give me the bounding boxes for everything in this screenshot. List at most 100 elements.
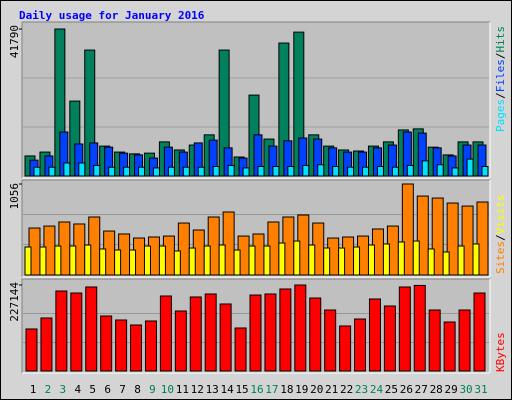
bar xyxy=(138,166,146,177)
bar xyxy=(144,320,157,372)
bar xyxy=(368,298,381,372)
bar xyxy=(347,166,355,177)
x-tick-label: 16 xyxy=(250,383,263,396)
x-tick-label: 26 xyxy=(400,383,413,396)
bar xyxy=(204,293,217,372)
x-tick-label: 31 xyxy=(474,383,487,396)
x-tick-label: 9 xyxy=(149,383,156,396)
bar xyxy=(294,284,307,372)
bar xyxy=(367,244,375,276)
bar xyxy=(93,164,101,177)
bar xyxy=(99,248,107,276)
bar xyxy=(248,245,256,276)
bar xyxy=(174,310,187,372)
bar xyxy=(108,166,116,177)
bar xyxy=(287,166,295,177)
bar xyxy=(466,158,474,177)
bar xyxy=(219,303,232,372)
bar xyxy=(69,245,77,276)
legend: Pages/Files/Hits xyxy=(494,26,507,132)
bar xyxy=(203,245,211,276)
bar xyxy=(24,246,32,276)
x-tick-label: 20 xyxy=(310,383,323,396)
bar xyxy=(272,166,280,177)
bar xyxy=(397,241,405,276)
legend: Sites/Visits xyxy=(494,195,507,275)
x-tick-label: 15 xyxy=(235,383,248,396)
bar xyxy=(376,166,384,177)
bar xyxy=(167,166,175,177)
bar xyxy=(323,247,331,276)
bar xyxy=(212,166,220,177)
bar xyxy=(428,309,441,372)
legend-separator: / xyxy=(494,234,507,241)
bar xyxy=(70,292,83,372)
bar xyxy=(382,243,390,276)
legend-entry: Sites xyxy=(494,241,507,274)
bar xyxy=(458,309,471,372)
bar xyxy=(354,318,367,372)
bar xyxy=(25,328,38,372)
bar xyxy=(461,205,474,276)
bar xyxy=(362,166,370,177)
bar xyxy=(263,245,271,276)
bar xyxy=(451,167,459,177)
bar xyxy=(78,162,86,177)
bar xyxy=(473,292,486,372)
bar xyxy=(158,245,166,276)
bar xyxy=(84,244,92,276)
x-tick-label: 18 xyxy=(280,383,293,396)
bar xyxy=(143,245,151,276)
bar xyxy=(227,164,235,177)
x-tick-label: 27 xyxy=(415,383,428,396)
bar xyxy=(40,317,53,372)
bar xyxy=(391,166,399,177)
x-tick-label: 6 xyxy=(104,383,111,396)
bar xyxy=(182,166,190,177)
bar xyxy=(114,249,122,276)
bar xyxy=(123,166,131,177)
bar xyxy=(457,245,465,276)
bar xyxy=(332,166,340,177)
bar xyxy=(472,243,480,276)
x-tick-label: 4 xyxy=(74,383,81,396)
bar xyxy=(197,166,205,177)
x-tick-label: 3 xyxy=(60,383,67,396)
bar xyxy=(189,296,202,372)
x-tick-label: 2 xyxy=(45,383,52,396)
bar xyxy=(446,202,459,276)
bar xyxy=(115,319,128,372)
bar xyxy=(152,167,160,177)
bar xyxy=(339,325,352,372)
x-tick-label: 1 xyxy=(30,383,37,396)
bar xyxy=(317,164,325,177)
x-tick-label: 5 xyxy=(89,383,96,396)
x-tick-label: 22 xyxy=(340,383,353,396)
bar xyxy=(406,164,414,177)
bar xyxy=(159,295,172,372)
bar xyxy=(309,297,322,372)
bar xyxy=(431,197,444,276)
legend-entry: Hits xyxy=(494,26,507,53)
bar xyxy=(353,246,361,276)
bar xyxy=(100,315,113,372)
bar xyxy=(234,327,247,372)
bar xyxy=(398,286,411,372)
bar xyxy=(85,286,98,372)
x-tick-label: 21 xyxy=(325,383,338,396)
bar xyxy=(54,245,62,276)
bar xyxy=(401,183,414,276)
bar xyxy=(63,162,71,177)
bar xyxy=(416,195,429,276)
chart-title: Daily usage for January 2016 xyxy=(19,9,205,22)
bar xyxy=(173,250,181,276)
legend-entry: Visits xyxy=(494,195,507,235)
x-tick-label: 11 xyxy=(176,383,189,396)
bar xyxy=(293,240,301,276)
bar xyxy=(302,164,310,177)
bar xyxy=(249,294,262,372)
x-tick-label: 14 xyxy=(221,383,235,396)
bar xyxy=(129,249,137,276)
x-tick-label: 12 xyxy=(191,383,204,396)
bar xyxy=(233,249,241,276)
